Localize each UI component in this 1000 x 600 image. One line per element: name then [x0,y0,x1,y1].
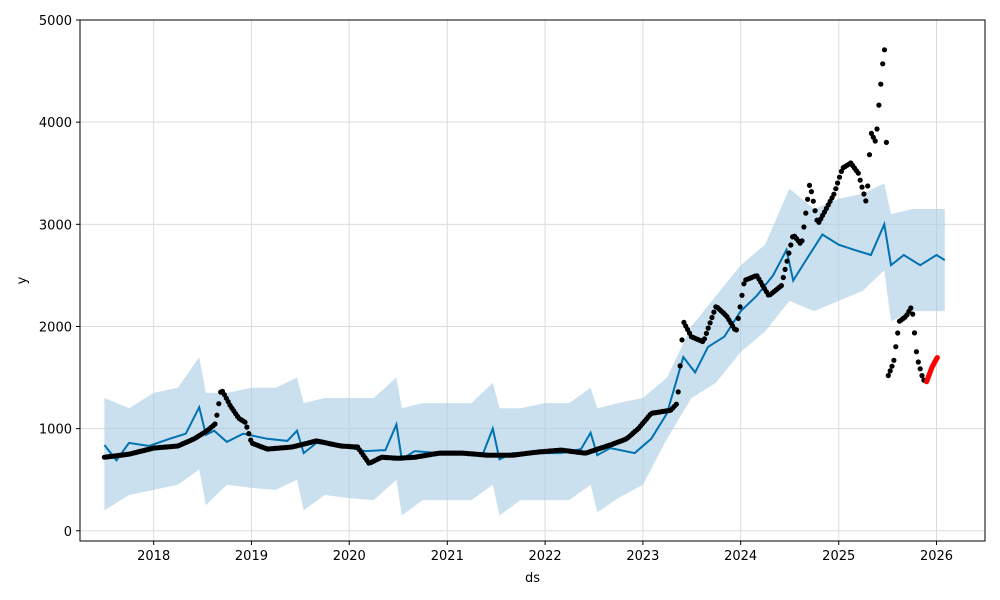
observed-point [876,102,882,108]
x-tick-label: 2024 [724,549,757,564]
observed-point [735,315,741,321]
y-tick-label: 2000 [39,320,72,335]
x-tick-label: 2021 [431,549,464,564]
observed-point [911,330,918,336]
observed-point [244,424,250,430]
observed-point [880,61,886,67]
observed-point [788,242,794,248]
observed-point [893,344,899,350]
uncertainty-band [104,183,945,516]
x-tick-label: 2025 [822,549,855,564]
y-tick-label: 5000 [39,14,72,29]
observed-point [835,180,841,186]
observed-point [707,320,713,326]
plot-frame [79,19,986,542]
observed-point [855,170,861,176]
observed-point [733,327,740,333]
observed-point [711,309,717,315]
observed-point [701,336,708,342]
observed-point [859,184,865,190]
observed-point [673,401,680,407]
observed-point [865,183,871,189]
observed-point [872,138,878,144]
observed-point [242,419,248,425]
y-tick-label: 3000 [39,218,72,233]
observed-point [214,412,220,418]
observed-point [913,349,920,355]
observed-point [778,283,785,289]
observed-point [857,177,863,183]
observed-point [808,189,815,195]
observed-point [889,363,895,369]
observed-point [863,198,869,204]
observed-point [878,81,884,87]
observed-point [919,373,925,379]
y-tick-label: 4000 [39,116,72,131]
observed-point [895,330,901,336]
observed-point [782,266,788,272]
observed-point [887,368,893,374]
x-tick-label: 2020 [333,549,366,564]
observed-point [833,186,839,192]
observed-point [786,250,792,256]
observed-point [705,325,711,331]
y-tick-label: 0 [64,525,72,540]
x-tick-label: 2026 [920,549,953,564]
observed-point [737,304,743,310]
observed-point [806,182,813,188]
observed-points [101,47,927,466]
x-tick-label: 2018 [137,549,170,564]
observed-point [861,191,867,197]
observed-point [709,314,715,321]
observed-point [675,389,681,395]
observed-point [910,311,916,317]
x-axis-ticks: 2018 2019 2020 2021 2022 2023 2024 2025 2026 [137,541,953,564]
observed-point [908,305,914,311]
observed-point [679,337,685,343]
x-tick-label: 2019 [235,549,268,564]
observed-point [917,366,923,372]
observed-point [780,274,786,281]
observed-point [677,363,683,369]
observed-point [866,152,873,158]
observed-point [881,47,888,53]
observed-point [703,330,710,336]
observed-point [803,210,809,216]
observed-point [212,421,218,427]
x-tick-label: 2022 [529,549,562,564]
observed-point [801,224,807,230]
y-axis-ticks: 0 1000 2000 3000 4000 5000 [39,14,80,540]
y-axis-label: y [15,276,30,284]
uncertainty-band-area [104,183,945,516]
observed-point [741,281,747,287]
observed-point [216,401,222,407]
observed-point [784,258,790,264]
recent-point [934,355,940,361]
observed-point [836,174,843,180]
observed-point [246,431,252,437]
observed-point [799,238,805,244]
observed-point [891,357,897,363]
y-tick-label: 1000 [39,423,72,438]
x-tick-label: 2023 [626,549,659,564]
recent-points [924,355,940,385]
observed-point [883,139,890,145]
observed-point [739,292,745,298]
x-axis-label: ds [525,571,540,586]
observed-point [812,208,818,214]
observed-point [874,126,880,132]
observed-point [805,196,811,202]
observed-point [915,359,921,365]
observed-point [810,198,816,204]
observed-point [831,191,837,197]
observed-point [885,372,891,379]
